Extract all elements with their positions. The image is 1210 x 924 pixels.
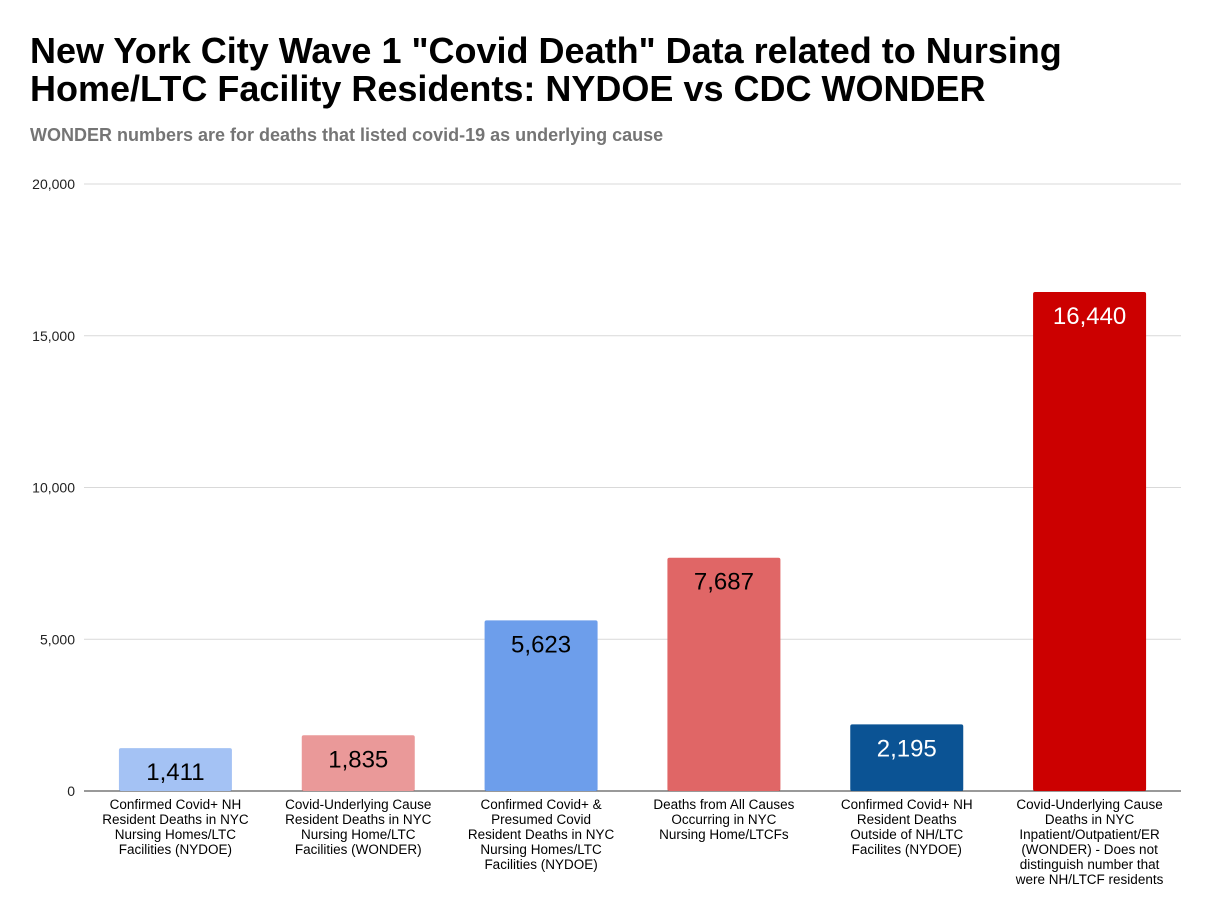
x-tick-label: Deaths from All Causes Occurring in NYC Nu… bbox=[653, 797, 794, 842]
x-tick-label-line: Facilities (NYDOE) bbox=[119, 842, 232, 857]
bar bbox=[667, 557, 781, 791]
x-tick-label-line: Facilities (NYDOE) bbox=[484, 857, 597, 872]
bar bbox=[118, 748, 232, 791]
x-tick-label-line: Nursing Homes/LTC bbox=[480, 842, 602, 857]
x-tick-label-line: Resident Deaths in NYC bbox=[285, 812, 432, 827]
data-label: 1,835 bbox=[328, 746, 388, 773]
x-tick-label: Covid-Underlying Cause Resident Deaths in… bbox=[285, 797, 432, 857]
x-tick-label-line: Occurring in NYC bbox=[671, 812, 776, 827]
bar bbox=[1033, 292, 1147, 791]
data-label: 16,440 bbox=[1053, 303, 1126, 330]
x-tick-label: Confirmed Covid+ NH Resident Deaths in NY… bbox=[102, 797, 249, 857]
x-tick-label-line: Confirmed Covid+ & bbox=[480, 797, 601, 812]
x-tick-label-line: distinguish number that bbox=[1020, 857, 1160, 872]
x-tick-label-line: Nursing Home/LTC bbox=[301, 827, 416, 842]
x-tick-label-line: Inpatient/Outpatient/ER bbox=[1019, 827, 1160, 842]
y-tick-label: 10,000 bbox=[32, 480, 75, 496]
y-tick-label: 0 bbox=[67, 783, 75, 799]
x-tick-label-line: Outside of NH/LTC bbox=[850, 827, 963, 842]
x-tick-label-line: Confirmed Covid+ NH bbox=[110, 797, 242, 812]
x-tick-label-line: Deaths from All Causes bbox=[653, 797, 794, 812]
x-tick-label-line: Nursing Homes/LTC bbox=[115, 827, 237, 842]
x-tick-label-line: Resident Deaths bbox=[857, 812, 957, 827]
bar bbox=[301, 735, 415, 791]
x-tick-label-line: were NH/LTCF residents bbox=[1015, 872, 1164, 887]
x-tick-label-line: Resident Deaths in NYC bbox=[468, 827, 615, 842]
x-tick-label-line: Covid-Underlying Cause bbox=[285, 797, 431, 812]
data-label: 1,411 bbox=[146, 759, 204, 786]
x-tick-label-line: Resident Deaths in NYC bbox=[102, 812, 249, 827]
x-tick-label-line: Facilities (WONDER) bbox=[295, 842, 422, 857]
bar bbox=[850, 724, 964, 791]
x-tick-label-line: Facilites (NYDOE) bbox=[852, 842, 962, 857]
y-tick-label: 20,000 bbox=[32, 176, 75, 192]
x-tick-label-line: (WONDER) - Does not bbox=[1021, 842, 1158, 857]
x-tick-label-line: Presumed Covid bbox=[491, 812, 591, 827]
data-label: 2,195 bbox=[877, 735, 937, 762]
x-tick-label: Confirmed Covid+ NH Resident Deaths Outsid… bbox=[841, 797, 973, 857]
x-tick-label-line: Covid-Underlying Cause bbox=[1016, 797, 1162, 812]
bar bbox=[484, 620, 598, 791]
x-tick-label: Covid-Underlying Cause Deaths in NYC Inpat… bbox=[1015, 797, 1164, 887]
chart-title: New York City Wave 1 "Covid Death" Data … bbox=[30, 30, 1062, 109]
data-label: 7,687 bbox=[694, 569, 754, 596]
y-tick-label: 5,000 bbox=[40, 631, 75, 647]
x-tick-label-line: Nursing Home/LTCFs bbox=[659, 827, 789, 842]
x-tick-label-line: Deaths in NYC bbox=[1045, 812, 1135, 827]
x-tick-label-line: Confirmed Covid+ NH bbox=[841, 797, 973, 812]
data-label: 5,623 bbox=[511, 631, 571, 658]
y-tick-label: 15,000 bbox=[32, 328, 75, 344]
chart-subtitle: WONDER numbers are for deaths that liste… bbox=[30, 125, 664, 145]
x-tick-label: Confirmed Covid+ & Presumed Covid Resident… bbox=[468, 797, 615, 872]
